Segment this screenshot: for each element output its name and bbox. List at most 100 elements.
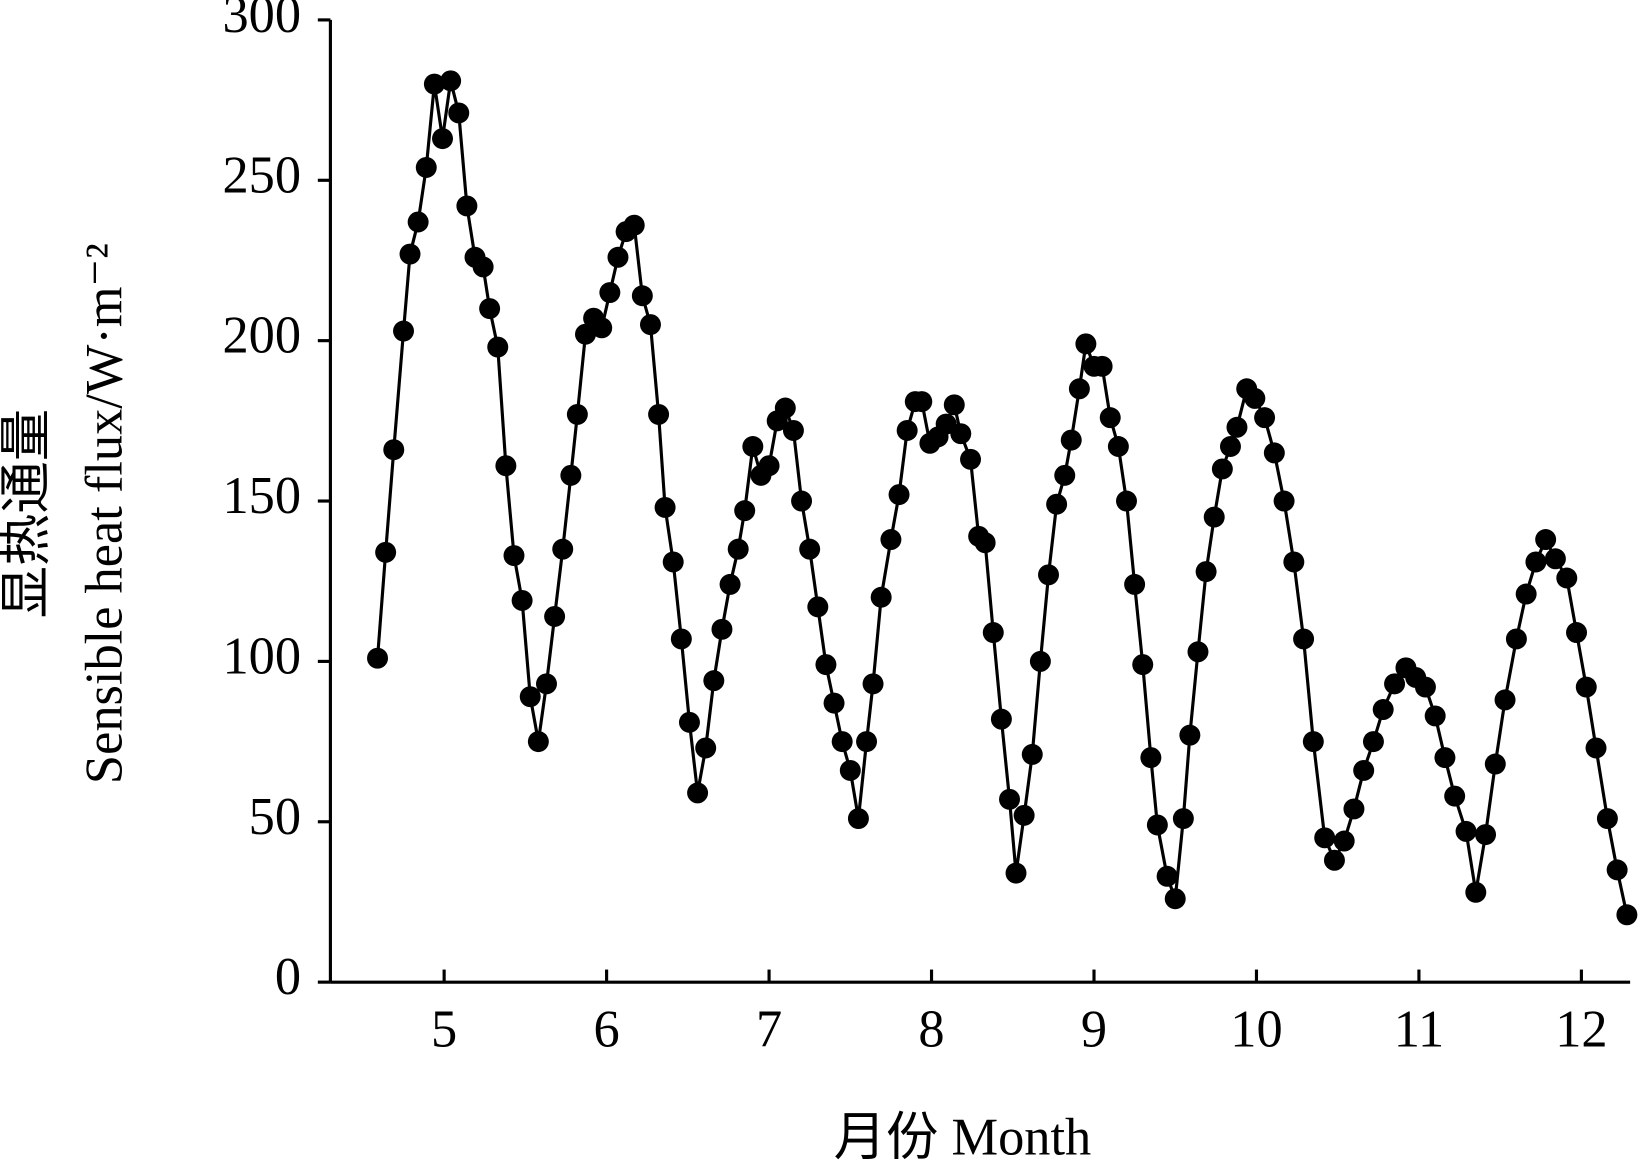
data-point (527, 731, 549, 753)
data-point (574, 323, 596, 345)
data-point (823, 692, 845, 714)
data-point (774, 397, 796, 419)
data-point (888, 484, 910, 506)
data-point (432, 128, 453, 150)
data-point (519, 686, 541, 708)
data-point (1219, 436, 1241, 457)
data-point (1195, 561, 1217, 583)
data-point (1293, 628, 1315, 650)
data-point (695, 737, 717, 759)
data-point (1585, 737, 1607, 759)
y-axis-label: 显热通量 Sensible heat flux/W·m⁻² (0, 243, 133, 784)
data-point (1424, 705, 1446, 727)
y-tick-label: 200 (222, 307, 301, 365)
data-point (1140, 747, 1162, 769)
data-point (1226, 416, 1248, 438)
data-point (448, 102, 470, 124)
data-point (719, 573, 741, 595)
data-point (560, 464, 582, 486)
data-point (1596, 808, 1618, 830)
data-point (1616, 904, 1638, 926)
x-tick-label: 5 (431, 1001, 457, 1059)
x-tick-label: 11 (1394, 1001, 1444, 1059)
data-point (1172, 808, 1194, 830)
data-point (896, 419, 918, 441)
data-point (552, 538, 574, 560)
data-point (1515, 583, 1537, 605)
data-point (687, 782, 709, 804)
data-point (1005, 862, 1027, 884)
data-point (423, 73, 445, 95)
data-point (566, 403, 588, 425)
data-point (1099, 407, 1121, 429)
data-point (943, 394, 965, 416)
data-line (375, 80, 1629, 916)
data-point (1254, 407, 1276, 429)
data-point (1353, 759, 1375, 781)
data-point (1203, 506, 1225, 528)
data-point (791, 490, 813, 512)
data-point (990, 708, 1012, 730)
data-point (1107, 436, 1129, 457)
data-point (487, 336, 509, 358)
data-point (974, 532, 996, 554)
data-point (911, 391, 933, 413)
data-point (1505, 628, 1527, 650)
data-point (383, 439, 405, 461)
data-point (1013, 804, 1035, 826)
data-point (703, 670, 725, 692)
data-point (950, 423, 972, 445)
data-point (1156, 865, 1178, 887)
data-point (742, 436, 764, 457)
y-tick-label: 0 (275, 948, 301, 1006)
x-tick-label: 9 (1081, 1001, 1107, 1059)
data-point (839, 759, 861, 781)
data-point (1029, 650, 1051, 672)
data-point (807, 596, 829, 618)
data-point (1060, 429, 1082, 451)
data-point (1434, 747, 1456, 769)
data-point (495, 455, 517, 477)
data-point (1362, 731, 1384, 753)
data-point (1046, 493, 1068, 515)
data-point (1132, 654, 1154, 676)
data-point (1273, 490, 1295, 512)
data-point (1484, 753, 1506, 775)
data-point (799, 538, 821, 560)
data-point (1124, 573, 1146, 595)
y-tick-label: 150 (222, 467, 301, 525)
data-point (1525, 551, 1547, 573)
y-tick-label: 250 (222, 146, 301, 204)
x-tick-label: 6 (593, 1001, 619, 1059)
data-point (670, 628, 692, 650)
data-point (654, 496, 676, 518)
y-tick-label: 100 (222, 627, 301, 685)
data-point (1187, 641, 1209, 663)
data-point (1414, 676, 1436, 698)
data-point (999, 788, 1020, 810)
data-point (870, 586, 892, 608)
data-point (1283, 551, 1305, 573)
data-point (1075, 333, 1097, 355)
data-point (1566, 622, 1588, 644)
data-point (1146, 814, 1168, 836)
data-point (623, 214, 645, 236)
data-point (440, 70, 462, 92)
data-point (960, 448, 982, 470)
data-point (399, 243, 421, 265)
data-point (856, 731, 878, 753)
data-point (536, 673, 557, 695)
data-point (1544, 548, 1566, 570)
data-point (1179, 724, 1201, 746)
data-point (1302, 731, 1324, 753)
data-point (1323, 849, 1345, 871)
data-point (1475, 824, 1497, 846)
data-point (1384, 673, 1406, 695)
data-point (1606, 859, 1628, 881)
data-point (607, 246, 629, 268)
data-point (393, 320, 414, 342)
data-point (880, 529, 902, 550)
data-point (847, 808, 869, 830)
data-point (648, 403, 670, 425)
data-point (758, 455, 780, 477)
